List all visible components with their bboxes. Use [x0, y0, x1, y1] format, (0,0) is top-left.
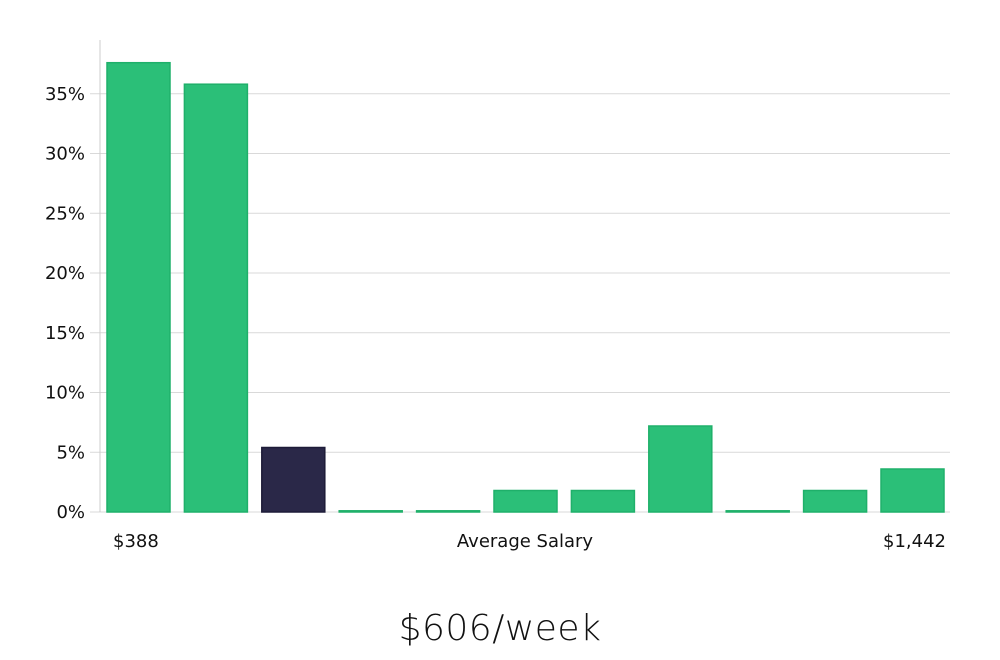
bar	[570, 489, 636, 513]
salary-histogram: 0% 5% 10% 15% 20% 25% 30% 35% $388 Average Sala…	[45, 40, 950, 552]
y-tick-label: 25%	[45, 203, 85, 224]
bar	[338, 510, 403, 513]
y-tick-label: 10%	[45, 383, 85, 404]
bar	[648, 425, 713, 513]
bar	[493, 489, 558, 513]
y-tick-label: 5%	[56, 442, 85, 463]
x-max-label: $1,442	[883, 531, 946, 552]
bar	[415, 510, 481, 513]
bars	[106, 61, 945, 513]
y-tick-label: 35%	[45, 84, 85, 105]
y-tick-label: 0%	[56, 502, 85, 523]
bar	[802, 489, 868, 513]
y-axis-ticks: 0% 5% 10% 15% 20% 25% 30% 35%	[45, 84, 85, 523]
bar	[880, 468, 945, 513]
bar	[725, 510, 790, 513]
y-tick-label: 15%	[45, 323, 85, 344]
bar	[183, 83, 249, 513]
x-axis-title: Average Salary	[457, 531, 594, 552]
bar	[106, 61, 171, 513]
x-min-label: $388	[113, 531, 159, 552]
y-tick-label: 30%	[45, 144, 85, 165]
y-tick-label: 20%	[45, 263, 85, 284]
bar-highlighted	[261, 446, 326, 513]
average-salary-headline: $606/week	[398, 608, 602, 649]
